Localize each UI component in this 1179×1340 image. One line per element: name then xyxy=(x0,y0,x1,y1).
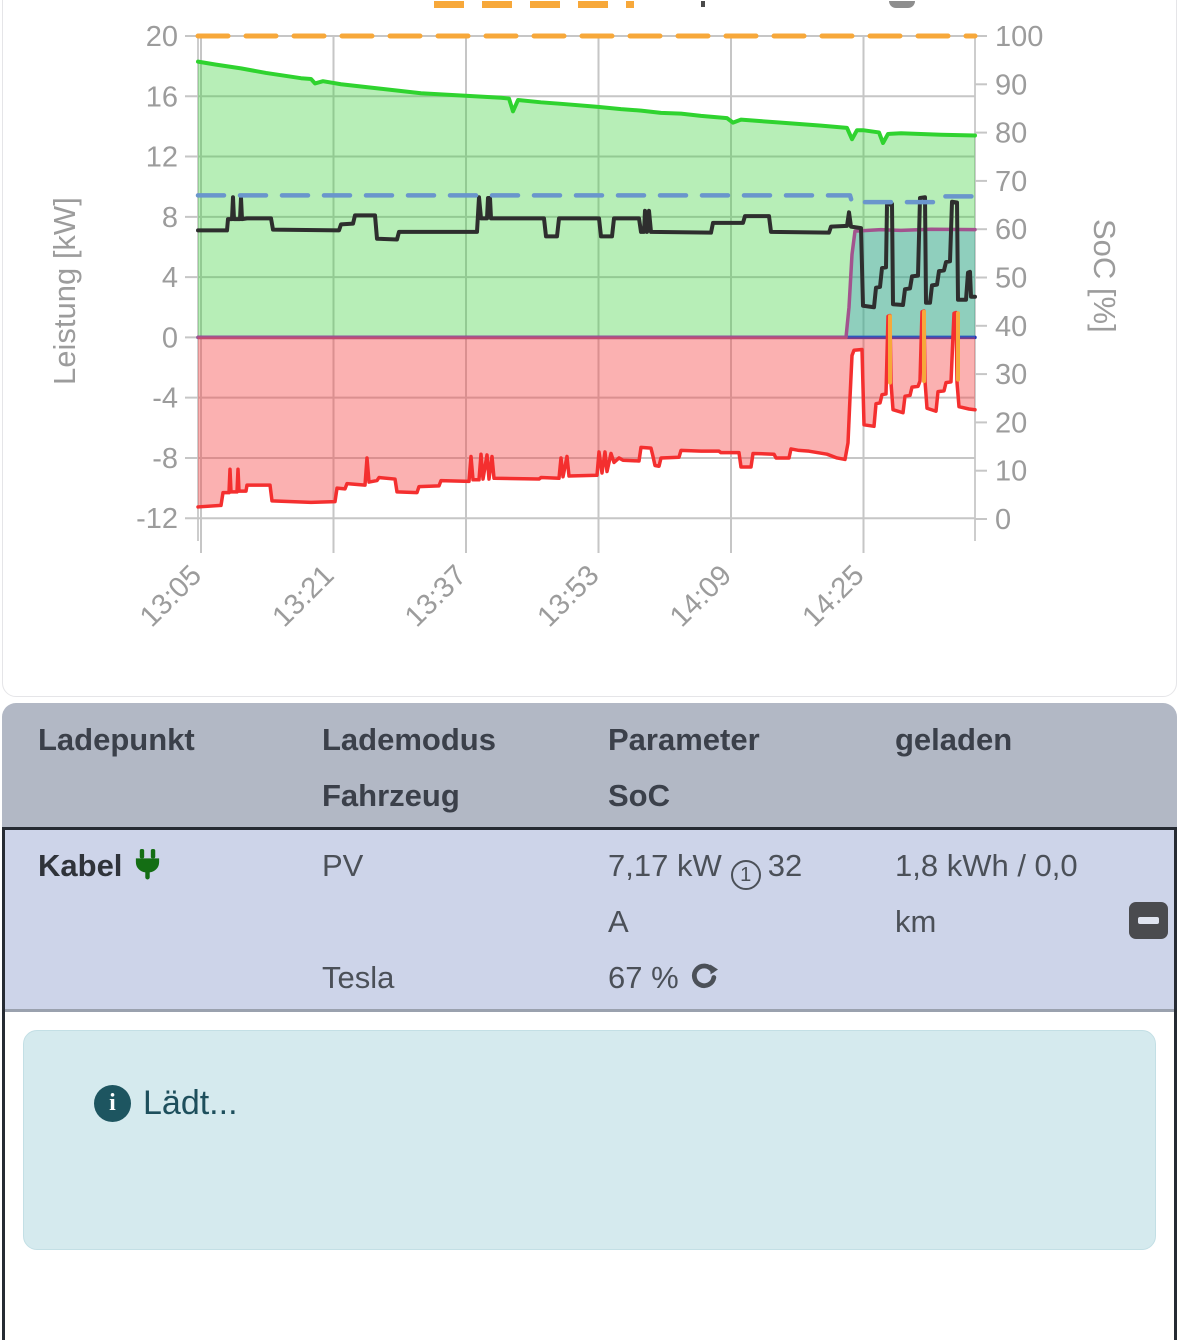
svg-text:14:25: 14:25 xyxy=(797,559,871,633)
svg-text:14:09: 14:09 xyxy=(664,559,738,633)
svg-text:13:21: 13:21 xyxy=(267,559,341,633)
svg-text:4: 4 xyxy=(162,262,178,294)
cell-mode-vehicle: PV Tesla xyxy=(322,838,608,1009)
cell-chargepoint-line2 xyxy=(38,894,322,950)
charged-energy: 1,8 kWh / 0,0 xyxy=(895,848,1078,883)
cell-chargepoint-line3 xyxy=(38,950,322,1006)
svg-text:16: 16 xyxy=(146,81,178,113)
svg-text:100: 100 xyxy=(995,21,1043,53)
header-spacer-2 xyxy=(895,768,1177,824)
svg-text:-8: -8 xyxy=(152,443,178,475)
plug-icon xyxy=(136,849,160,880)
svg-text:70: 70 xyxy=(995,166,1027,198)
svg-text:13:05: 13:05 xyxy=(134,559,208,633)
status-alert: i Lädt... xyxy=(23,1030,1156,1250)
table-body: Kabel PV Tesla 7, xyxy=(2,827,1177,1340)
vehicle-soc-value: 67 % xyxy=(608,960,679,995)
svg-text:12: 12 xyxy=(146,142,178,174)
svg-text:0: 0 xyxy=(162,322,178,354)
status-text: Lädt... xyxy=(143,1084,238,1122)
vehicle-name: Tesla xyxy=(322,960,395,995)
header-ladepunkt: Ladepunkt xyxy=(38,722,195,757)
header-parameter: Parameter xyxy=(608,722,760,757)
header-geladen: geladen xyxy=(895,722,1013,757)
header-soc: SoC xyxy=(608,778,670,813)
svg-text:0: 0 xyxy=(995,504,1011,536)
svg-text:60: 60 xyxy=(995,214,1027,246)
svg-text:10: 10 xyxy=(995,456,1027,488)
table-footer: i Lädt... xyxy=(5,1030,1174,1340)
svg-text:13:37: 13:37 xyxy=(399,559,473,633)
cell-parameter-soc: 7,17 kW 1 32 A 67 % xyxy=(608,838,895,1009)
y-axis-title-left: Leistung [kW] xyxy=(47,197,82,385)
legend-battery-soc-swatch xyxy=(434,1,634,8)
charge-current-value: 32 xyxy=(767,848,803,883)
chargepoint-name: Kabel xyxy=(38,848,123,883)
charged-distance: km xyxy=(895,904,937,939)
header-spacer xyxy=(38,768,322,824)
charge-mode: PV xyxy=(322,848,364,883)
info-icon: i xyxy=(94,1085,131,1122)
chart-card: 20 16 12 8 4 0 -4 -8 -12 100 90 80 70 60 50 40 30 20 10 0 13… xyxy=(2,0,1177,697)
minus-icon xyxy=(1137,917,1159,924)
chargepoint-table: Ladepunkt Lademodus Parameter geladen Fa… xyxy=(2,703,1177,1340)
legend-text-fragment-2 xyxy=(889,1,915,8)
svg-text:90: 90 xyxy=(995,69,1027,101)
svg-text:8: 8 xyxy=(162,202,178,234)
svg-text:13:53: 13:53 xyxy=(532,559,606,633)
svg-text:20: 20 xyxy=(146,21,178,53)
cell-charged: 1,8 kWh / 0,0 km xyxy=(895,838,1179,1009)
svg-text:40: 40 xyxy=(995,311,1027,343)
charge-current-unit: A xyxy=(608,904,629,939)
svg-text:-4: -4 xyxy=(152,383,178,415)
row-separator xyxy=(5,1009,1174,1012)
cell-charged-line3 xyxy=(895,950,1078,1006)
chargepoint-row[interactable]: Kabel PV Tesla 7, xyxy=(5,830,1174,1009)
table-header: Ladepunkt Lademodus Parameter geladen Fa… xyxy=(2,703,1177,827)
collapse-row-button[interactable] xyxy=(1128,902,1168,939)
svg-text:30: 30 xyxy=(995,359,1027,391)
power-soc-chart: 201612840-4-8-12100908070605040302010013… xyxy=(134,21,1043,633)
y-axis-title-right: SoC [%] xyxy=(1087,219,1122,333)
soc-refresh-icon[interactable] xyxy=(689,963,718,992)
header-lademodus: Lademodus xyxy=(322,722,496,757)
chart-area: 20 16 12 8 4 0 -4 -8 -12 100 90 80 70 60 50 40 30 20 10 0 13… xyxy=(3,1,1176,696)
svg-text:80: 80 xyxy=(995,118,1027,150)
cell-mode-line2 xyxy=(322,894,608,950)
cell-chargepoint: Kabel xyxy=(38,838,322,1009)
legend-text-fragment-1 xyxy=(701,1,705,7)
svg-text:50: 50 xyxy=(995,263,1027,295)
svg-text:-12: -12 xyxy=(136,503,178,535)
svg-text:20: 20 xyxy=(995,407,1027,439)
phase-count-icon: 1 xyxy=(730,860,761,890)
charge-power-value: 7,17 kW xyxy=(608,848,722,883)
header-fahrzeug: Fahrzeug xyxy=(322,778,460,813)
